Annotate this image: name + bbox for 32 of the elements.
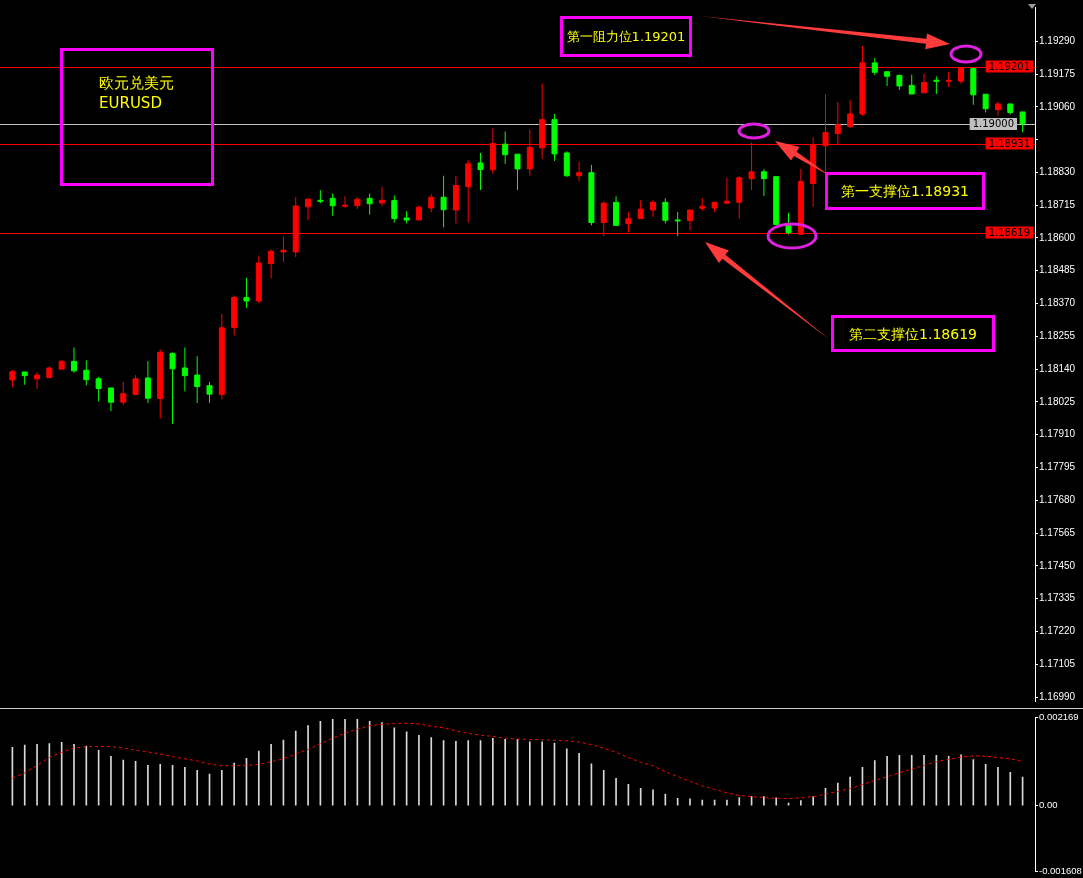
annotation: 第一阻力位1.19201 [566, 27, 686, 46]
y-tick-label: 1.18600 [1039, 231, 1076, 243]
y-tick-label: 1.19060 [1039, 100, 1076, 112]
ref-line-label: 1.19000 [972, 118, 1015, 129]
y-tick-label: 1.18140 [1039, 362, 1076, 374]
y-tick-label: 1.17105 [1039, 657, 1076, 669]
y-tick-label: 1.16990 [1039, 690, 1076, 702]
y-tick-label: 1.18255 [1039, 330, 1076, 342]
y-tick-label: 1.19290 [1039, 34, 1076, 46]
y-tick-label: 1.18485 [1039, 264, 1076, 276]
y-tick-label: 1.17450 [1039, 559, 1076, 571]
y-tick-label: 0.00 [1039, 799, 1058, 811]
y-tick-label: 1.18715 [1039, 198, 1076, 210]
annotation: EURUSD [99, 93, 162, 113]
y-tick-label: 1.17335 [1039, 592, 1076, 604]
y-tick-label: 0.002169 [1039, 710, 1079, 722]
y-tick-label: 1.18830 [1039, 166, 1076, 178]
annotation: 第一支撑位1.18931 [841, 182, 969, 201]
annotation: 第二支撑位1.18619 [849, 324, 977, 344]
y-tick-label: 1.17910 [1039, 428, 1076, 440]
ref-line-label: 1.19201 [988, 60, 1031, 72]
y-tick-label: 1.18025 [1039, 395, 1076, 407]
y-tick-label: 1.18370 [1039, 297, 1076, 309]
ref-line-label: 1.18619 [988, 226, 1031, 238]
y-tick-label: 1.17220 [1039, 625, 1076, 637]
y-tick-label: 1.17795 [1039, 461, 1076, 473]
y-tick-label: 1.17680 [1039, 494, 1076, 506]
y-tick-label: 1.17565 [1039, 526, 1076, 538]
annotation: 欧元兑美元 [99, 73, 174, 93]
ref-line-label: 1.18931 [988, 137, 1031, 149]
y-tick-label: 1.19175 [1039, 67, 1076, 79]
y-tick-label: -0.001608 [1039, 864, 1082, 876]
